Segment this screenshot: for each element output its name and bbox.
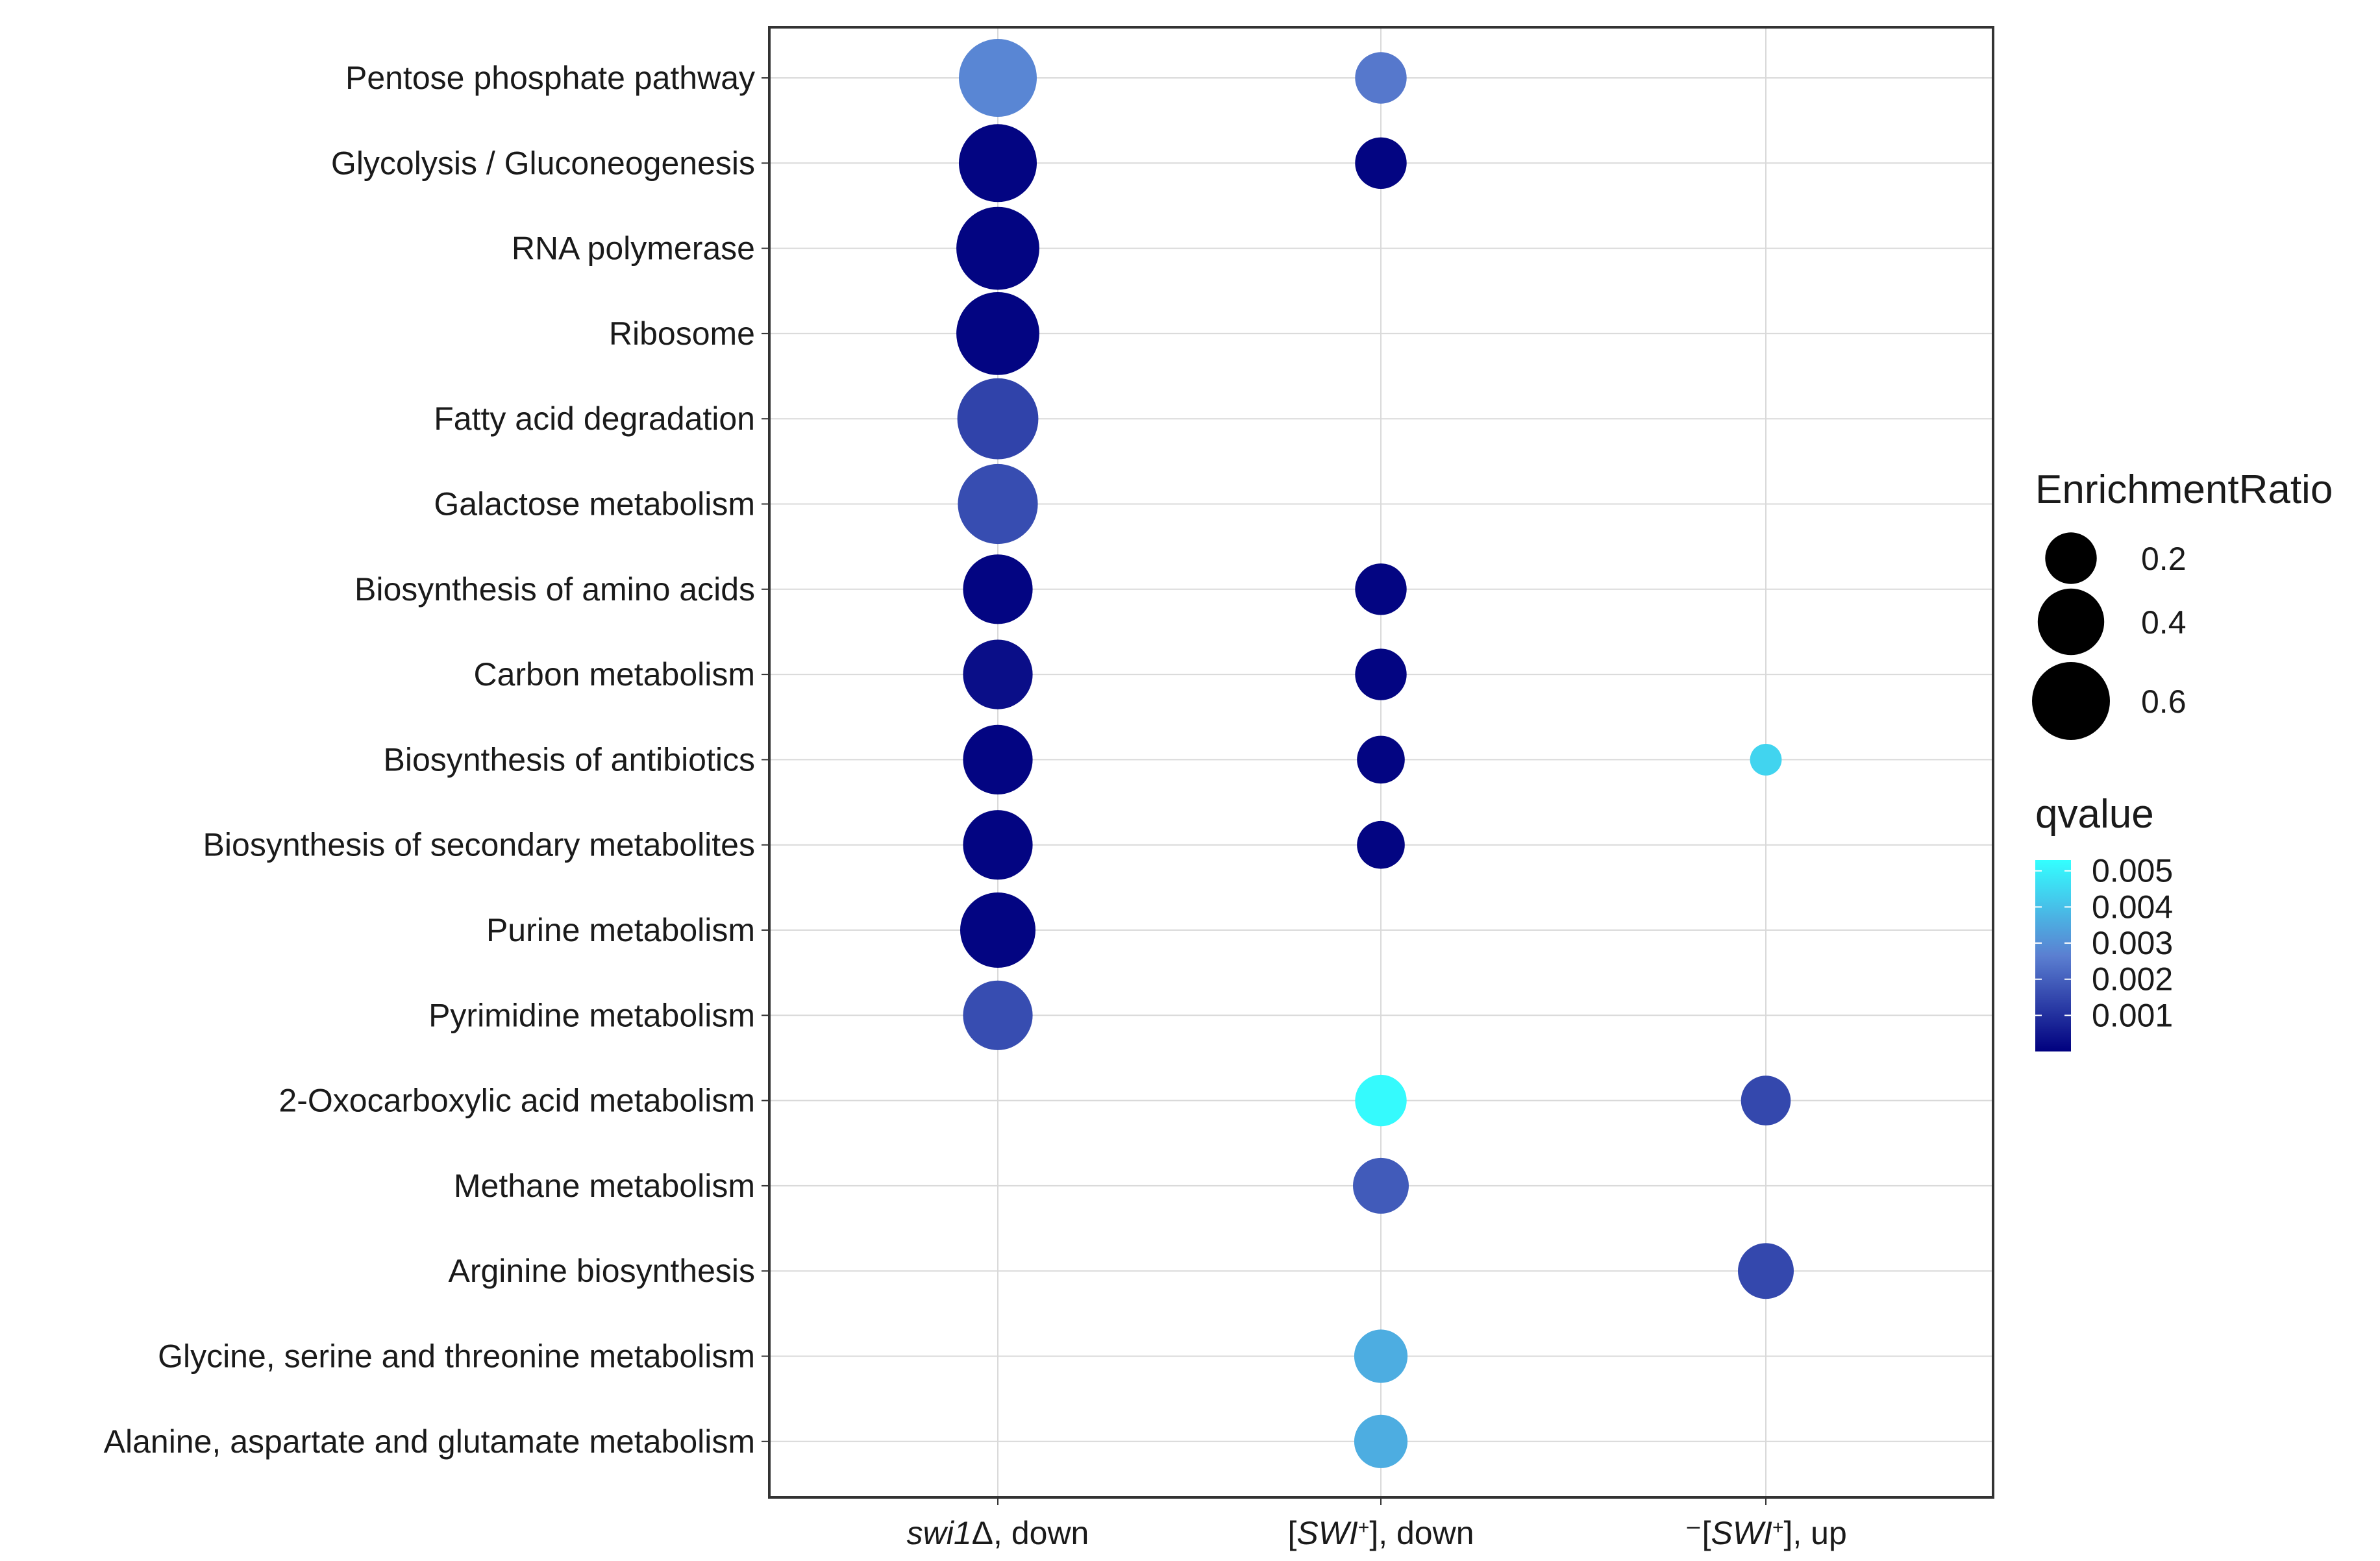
x-tick-label: swi1Δ, down: [907, 1515, 1089, 1551]
data-point: [963, 554, 1033, 624]
y-tick-label: Pentose phosphate pathway: [345, 60, 755, 96]
data-point: [956, 292, 1039, 375]
data-point: [959, 39, 1037, 117]
colorbar-label: 0.001: [2092, 997, 2173, 1033]
size-legend-label: 0.2: [2141, 541, 2187, 577]
colorbar-label: 0.004: [2092, 889, 2173, 925]
x-tick-label: ⁻[SWI+], up: [1685, 1515, 1847, 1551]
data-point: [960, 892, 1035, 968]
y-tick-label: Pyrimidine metabolism: [428, 997, 755, 1033]
y-tick-label: Galactose metabolism: [434, 486, 755, 522]
y-tick-label: 2-Oxocarboxylic acid metabolism: [279, 1083, 755, 1119]
data-point: [1355, 137, 1407, 189]
data-point: [963, 639, 1033, 709]
y-tick-label: Ribosome: [609, 315, 755, 352]
data-point: [957, 378, 1039, 460]
data-point: [963, 724, 1033, 794]
data-point: [1357, 820, 1405, 869]
data-point: [963, 980, 1033, 1050]
size-legend-label: 0.4: [2141, 604, 2187, 641]
data-point: [1353, 1157, 1409, 1214]
y-tick-label: Biosynthesis of antibiotics: [383, 741, 755, 778]
size-legend-key: [2045, 532, 2097, 584]
colorbar-label: 0.003: [2092, 925, 2173, 961]
y-axis: Pentose phosphate pathway Glycolysis / Gl…: [104, 60, 769, 1460]
y-tick-label: Glycolysis / Gluconeogenesis: [331, 145, 755, 181]
data-point: [1355, 563, 1407, 615]
size-legend-key: [2037, 588, 2105, 656]
qvalue-colorbar: [2035, 860, 2071, 1051]
data-point: [1354, 1414, 1408, 1468]
colorbar-label: 0.005: [2092, 853, 2173, 889]
data-point: [1354, 1329, 1408, 1383]
y-tick-label: Biosynthesis of secondary metabolites: [203, 827, 755, 863]
y-tick-label: Alanine, aspartate and glutamate metabol…: [104, 1423, 755, 1460]
x-axis: swi1Δ, down [SWI+], down ⁻[SWI+], up: [907, 1497, 1847, 1551]
data-point: [1738, 1243, 1794, 1299]
x-tick-label: [SWI+], down: [1287, 1515, 1474, 1551]
size-legend: EnrichmentRatio 0.2 0.4 0.6: [2032, 467, 2333, 740]
data-point: [956, 206, 1039, 290]
y-tick-label: Fatty acid degradation: [434, 400, 755, 437]
size-legend-key: [2032, 662, 2110, 740]
size-legend-title: EnrichmentRatio: [2035, 467, 2333, 512]
y-tick-label: RNA polymerase: [512, 230, 755, 267]
color-legend-title: qvalue: [2035, 792, 2154, 837]
data-point: [1355, 1074, 1407, 1127]
y-tick-label: Methane metabolism: [454, 1168, 755, 1204]
y-tick-label: Purine metabolism: [486, 912, 755, 948]
data-point: [963, 810, 1033, 880]
data-point: [1741, 1075, 1791, 1125]
data-point: [958, 463, 1038, 545]
size-legend-label: 0.6: [2141, 683, 2187, 720]
colorbar-label: 0.002: [2092, 961, 2173, 998]
y-tick-label: Glycine, serine and threonine metabolism: [158, 1338, 755, 1375]
data-point: [1355, 52, 1407, 104]
y-tick-label: Arginine biosynthesis: [449, 1253, 756, 1289]
y-tick-label: Biosynthesis of amino acids: [354, 571, 755, 608]
data-point: [1355, 648, 1407, 700]
data-point: [1357, 735, 1405, 784]
data-point: [1750, 744, 1782, 776]
data-point: [959, 124, 1037, 203]
data-points: [956, 39, 1794, 1468]
y-tick-label: Carbon metabolism: [473, 656, 755, 693]
